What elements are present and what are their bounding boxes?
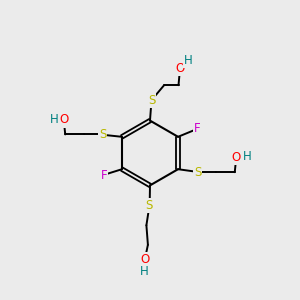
Text: H: H bbox=[50, 112, 58, 126]
Text: S: S bbox=[146, 199, 153, 212]
Text: S: S bbox=[148, 94, 155, 107]
Text: H: H bbox=[140, 265, 148, 278]
Text: H: H bbox=[242, 150, 251, 163]
Text: S: S bbox=[99, 128, 106, 141]
Text: F: F bbox=[194, 122, 200, 136]
Text: S: S bbox=[194, 166, 201, 179]
Text: O: O bbox=[232, 151, 241, 164]
Text: H: H bbox=[184, 54, 193, 67]
Text: O: O bbox=[140, 253, 149, 266]
Text: F: F bbox=[100, 169, 107, 182]
Text: O: O bbox=[176, 62, 184, 75]
Text: O: O bbox=[59, 113, 68, 127]
